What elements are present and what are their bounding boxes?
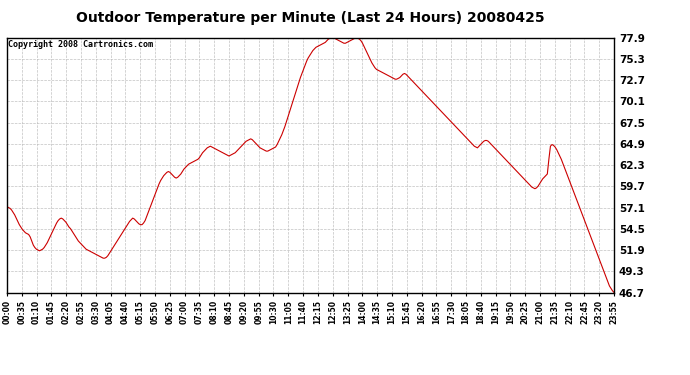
Text: Copyright 2008 Cartronics.com: Copyright 2008 Cartronics.com	[8, 40, 153, 49]
Text: Outdoor Temperature per Minute (Last 24 Hours) 20080425: Outdoor Temperature per Minute (Last 24 …	[76, 11, 545, 25]
